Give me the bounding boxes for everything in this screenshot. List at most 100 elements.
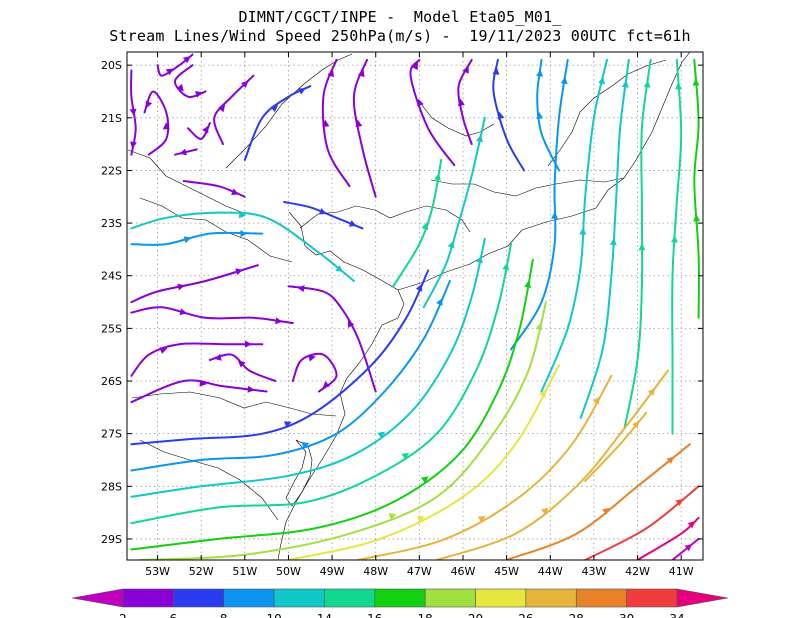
y-tick-label: 24S — [101, 270, 122, 283]
streamline — [422, 116, 486, 309]
x-tick-label: 42W — [625, 565, 650, 578]
stream-arrow — [318, 208, 327, 215]
stream-arrow — [524, 280, 532, 288]
stream-arrow — [182, 56, 191, 64]
stream-arrow — [598, 76, 606, 85]
streamline — [510, 58, 569, 351]
stream-arrow — [308, 354, 316, 362]
streamline — [130, 269, 430, 446]
stream-arrow — [275, 317, 283, 325]
plot-frame — [126, 51, 704, 561]
colorbar-segment — [575, 588, 627, 608]
streamline — [130, 211, 355, 282]
colorbar-label: 34 — [669, 612, 684, 618]
stream-arrow — [297, 285, 305, 293]
x-tick-label: 44W — [538, 565, 563, 578]
stream-arrow — [355, 119, 363, 128]
streamline — [130, 280, 451, 472]
stream-arrow — [238, 211, 247, 219]
x-tick-label: 50W — [276, 565, 301, 578]
plot-background — [127, 52, 703, 560]
streamline — [130, 306, 294, 325]
lagoon — [285, 439, 313, 507]
streamline — [139, 301, 547, 560]
streamline — [143, 90, 170, 156]
y-axis: 20S 21S 22S 23S 24S 25S 26S 27S 28S 29S — [101, 59, 703, 546]
stream-arrow — [237, 360, 246, 368]
colorbar-segment — [223, 588, 275, 608]
stream-arrow — [692, 78, 700, 86]
y-tick-label: 28S — [101, 480, 122, 493]
streamline — [435, 369, 670, 560]
stream-arrow — [199, 379, 207, 387]
stream-arrow — [270, 105, 279, 113]
colorbar-label: 28 — [569, 612, 584, 618]
stream-arrow — [301, 442, 310, 449]
stream-arrow — [417, 98, 424, 107]
stream-arrow — [551, 211, 559, 219]
streamline — [540, 58, 608, 393]
stream-arrow — [335, 265, 343, 273]
stream-arrow — [179, 148, 187, 156]
x-tick-label: 52W — [189, 565, 214, 578]
stream-arrow — [536, 69, 544, 77]
stream-arrow — [560, 76, 568, 85]
stream-arrow — [502, 262, 510, 271]
y-tick-label: 21S — [101, 112, 122, 125]
stream-arrow — [687, 521, 696, 529]
stream-arrow — [436, 298, 443, 306]
stream-arrow — [130, 141, 137, 149]
y-tick-label: 29S — [101, 533, 122, 546]
stream-arrow — [245, 340, 253, 348]
stream-arrow — [322, 119, 330, 127]
stream-arrow — [421, 222, 429, 231]
stream-arrow — [434, 173, 441, 181]
stream-arrow — [162, 122, 170, 130]
colorbar-segment — [626, 588, 678, 608]
colorbar-label: 14 — [317, 612, 332, 618]
stream-arrow — [476, 134, 483, 143]
stream-arrow — [195, 90, 203, 98]
stream-arrow — [401, 452, 410, 460]
colorbar-left-triangle — [71, 588, 124, 608]
streamline — [130, 243, 512, 525]
stream-arrow — [538, 389, 546, 398]
colorbar-segment — [424, 588, 476, 608]
stream-arrow — [670, 235, 678, 243]
stream-arrow — [492, 67, 500, 75]
x-axis: 53W 52W 51W 50W 49W 48W 47W 46W 45W 44W 43W 42W 41W — [145, 52, 694, 578]
stream-arrow — [283, 421, 292, 428]
stream-arrow — [214, 353, 222, 361]
colorbar-label: 26 — [518, 612, 533, 618]
stream-arrow — [388, 513, 397, 520]
x-tick-label: 46W — [451, 565, 476, 578]
stream-arrow — [693, 214, 701, 222]
stream-arrow — [684, 544, 693, 552]
stream-arrow — [218, 104, 226, 113]
colorbar-label: 10 — [266, 612, 281, 618]
stream-arrow — [647, 387, 655, 396]
colorbar-segment — [525, 588, 577, 608]
streamline — [693, 58, 700, 319]
colorbar-segment — [374, 588, 426, 608]
stream-arrow — [592, 396, 600, 405]
stream-arrow — [179, 308, 188, 316]
streamline — [287, 285, 377, 393]
stream-arrow — [675, 82, 683, 90]
streamline — [584, 411, 648, 482]
stream-arrow — [297, 88, 306, 95]
stream-arrow — [477, 516, 486, 523]
stream-arrow — [357, 69, 365, 78]
streamline — [130, 379, 268, 404]
stream-arrow — [535, 322, 543, 331]
stream-arrow — [462, 65, 469, 74]
colorbar-label: 20 — [468, 612, 483, 618]
stream-arrow — [415, 283, 423, 292]
streamline — [636, 516, 700, 560]
colorbar-segment — [173, 588, 225, 608]
stream-arrow — [231, 188, 239, 196]
stream-arrow — [235, 268, 243, 276]
stream-arrow — [609, 238, 617, 246]
stream-arrow — [638, 243, 646, 251]
coastline-map — [127, 52, 691, 560]
